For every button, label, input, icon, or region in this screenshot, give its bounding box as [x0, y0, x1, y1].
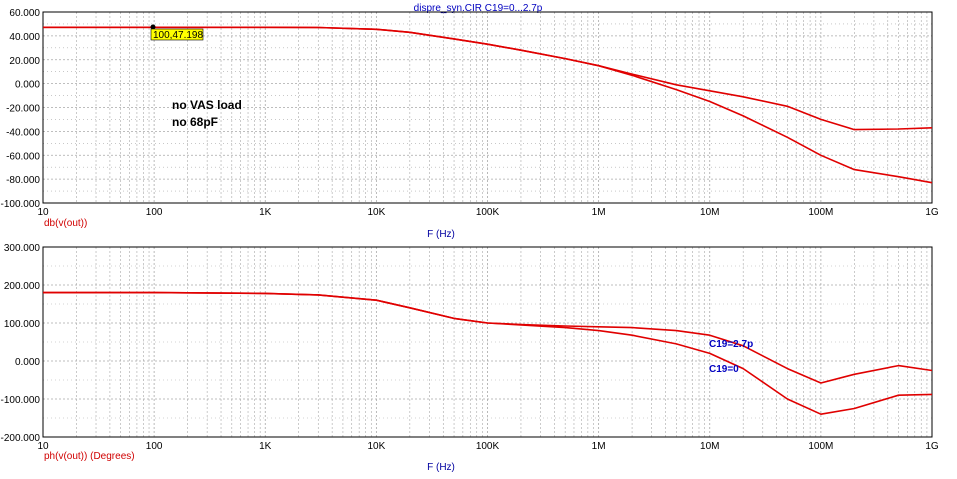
y-tick-label: 100.000: [4, 319, 41, 330]
x-tick-label: 100M: [808, 441, 833, 452]
x-tick-label: 100: [146, 441, 163, 452]
x-tick-label: 10M: [700, 207, 719, 218]
cursor-readout[interactable]: 100,47.198: [150, 24, 204, 42]
x-tick-label: 10K: [367, 441, 385, 452]
y-tick-label: 300.000: [4, 243, 41, 254]
cursor-label: 100,47.198: [153, 30, 203, 41]
x-tick-label: 1G: [925, 207, 939, 218]
y-tick-label: -100.000: [1, 395, 41, 406]
y-tick-label: 20.000: [9, 56, 40, 67]
y-tick-label: -200.000: [1, 433, 41, 444]
top-plot-x-label: F (Hz): [427, 229, 455, 240]
y-tick-label: -100.000: [1, 199, 41, 210]
y-tick-label: 40.000: [9, 32, 40, 43]
x-tick-label: 1G: [925, 441, 939, 452]
series-line-0-1: [43, 26, 933, 184]
bottom-plot-x-label: F (Hz): [427, 462, 455, 473]
top-plot: 60.000 40.000 20.000 0.000 -20.000 -40.000 -60…: [1, 8, 939, 240]
y-tick-label: -60.000: [6, 151, 40, 162]
x-tick-label: 10K: [367, 207, 385, 218]
x-tick-label: 10: [37, 207, 49, 218]
y-tick-label: 0.000: [15, 80, 40, 91]
x-tick-label: 100K: [476, 207, 500, 218]
annotation-line-1: no VAS load: [172, 98, 242, 112]
plot-frame: [42, 11, 933, 204]
series-label-c19-2p7: C19=2.7p: [709, 339, 753, 350]
x-tick-label: 1K: [259, 441, 272, 452]
x-tick-label: 1K: [259, 207, 272, 218]
x-tick-label: 10: [37, 441, 49, 452]
bottom-plot-y-label: ph(v(out)) (Degrees): [44, 451, 135, 462]
plot-frame: [42, 246, 933, 438]
y-tick-label: 0.000: [15, 357, 40, 368]
y-tick-label: 60.000: [9, 8, 40, 19]
y-tick-label: 200.000: [4, 281, 41, 292]
x-tick-label: 10M: [700, 441, 719, 452]
series-line-1-1: [43, 291, 933, 416]
y-tick-label: -80.000: [6, 175, 40, 186]
x-tick-label: 100: [146, 207, 163, 218]
x-tick-label: 1M: [592, 441, 606, 452]
chart-title: dispre_syn.CIR C19=0...2.7p: [414, 3, 543, 14]
y-tick-label: -40.000: [6, 127, 40, 138]
bottom-plot: 300.000 200.000 100.000 0.000 -100.000 -200.0…: [1, 243, 939, 473]
x-tick-label: 1M: [592, 207, 606, 218]
series-label-c19-0: C19=0: [709, 364, 739, 375]
cursor-label-box: [150, 28, 204, 41]
annotation-line-2: no 68pF: [172, 115, 218, 129]
top-plot-y-label: db(v(out)): [44, 218, 87, 229]
y-tick-label: -20.000: [6, 104, 40, 115]
series-line-1-0: [43, 291, 933, 384]
cursor-marker[interactable]: [150, 24, 156, 30]
x-tick-label: 100K: [476, 441, 500, 452]
x-tick-label: 100M: [808, 207, 833, 218]
